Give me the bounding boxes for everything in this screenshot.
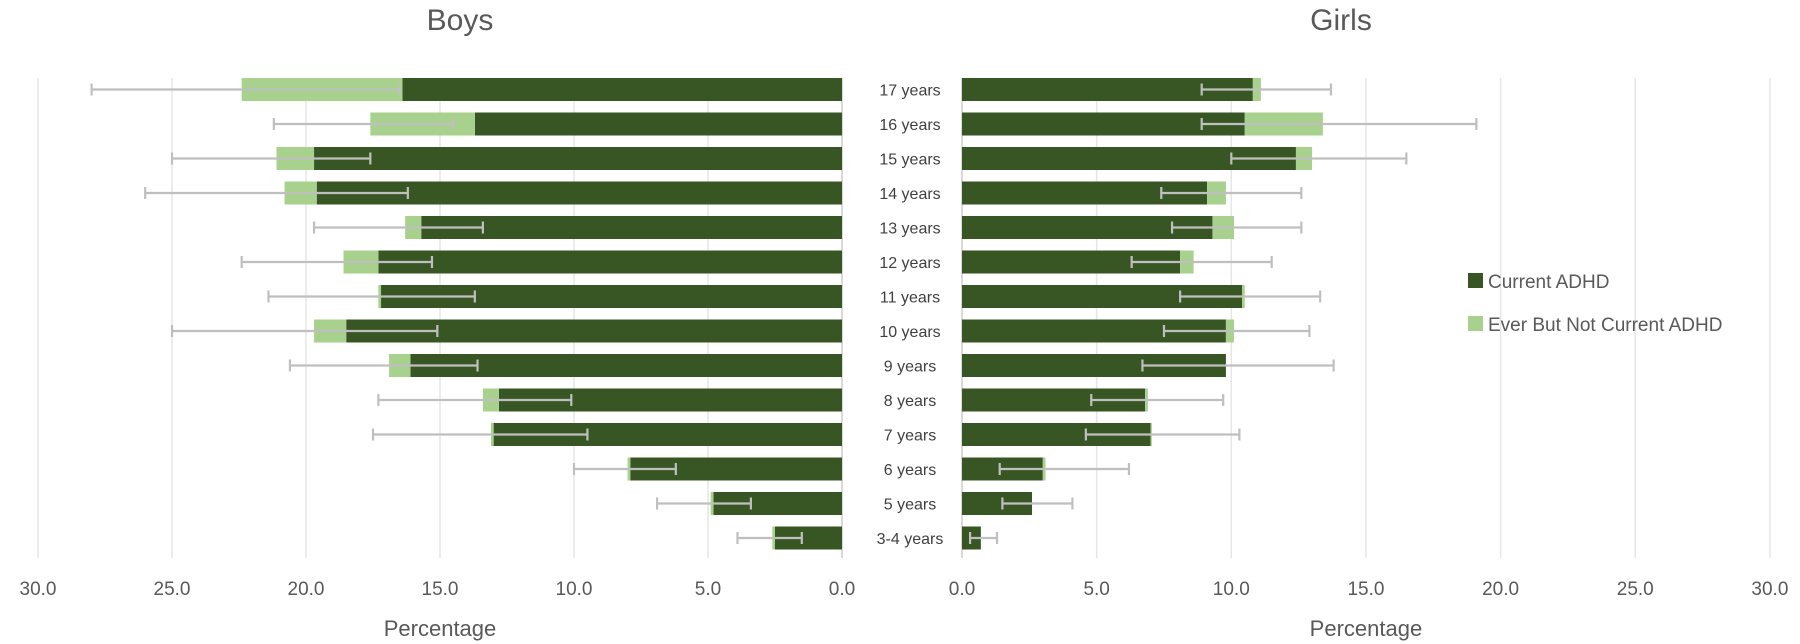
bar-current-adhd (713, 492, 842, 515)
error-bar (1170, 221, 1303, 234)
error-bar (240, 256, 434, 268)
bar-current-adhd (962, 319, 1226, 343)
x-tick-label: 10.0 (1213, 579, 1250, 600)
category-label: 9 years (884, 359, 936, 376)
category-label: 15 years (879, 152, 940, 169)
x-tick-label: 15.0 (1347, 579, 1384, 600)
x-axis-title: Percentage (1310, 616, 1423, 641)
category-label: 17 years (879, 83, 940, 100)
bar-current-adhd (962, 147, 1296, 170)
error-bar (655, 497, 752, 510)
category-label: 3-4 years (877, 531, 944, 548)
bar-current-adhd (962, 423, 1151, 446)
x-tick-label: 25.0 (1617, 579, 1654, 600)
bar-current-adhd (962, 354, 1226, 377)
error-bar (377, 394, 573, 406)
category-labels: 17 years 16 years 15 years 14 years 13 years… (877, 83, 944, 549)
bar-current-adhd (421, 216, 842, 239)
bar-current-adhd (775, 526, 842, 550)
x-axis-title: Percentage (384, 616, 497, 641)
bar-current-adhd (962, 285, 1243, 308)
bar-current-adhd (962, 181, 1208, 205)
error-bar (170, 152, 372, 165)
category-label: 14 years (879, 186, 940, 203)
category-label: 7 years (884, 428, 936, 445)
panel-boys: 0.0 5.0 10.0 15.0 20.0 25.0 30.0 Boys Percentage (20, 4, 856, 641)
bar-current-adhd (402, 78, 842, 101)
legend-swatch (1468, 316, 1483, 331)
bar-current-adhd (962, 250, 1181, 274)
bar-current-adhd (474, 112, 842, 136)
error-bar (312, 221, 484, 234)
error-bar (90, 83, 401, 96)
x-tick-label: 30.0 (20, 579, 57, 600)
bar-current-adhd (630, 457, 842, 481)
bar-current-adhd (346, 319, 842, 343)
panel-girls: 0.0 5.0 10.0 15.0 20.0 25.0 30.0 Girls Percentag… (949, 4, 1789, 641)
error-bar (1090, 394, 1225, 406)
panel-title: Girls (1310, 4, 1372, 37)
error-bar (371, 428, 589, 441)
error-bar (144, 187, 409, 199)
bar-current-adhd (410, 354, 842, 377)
panel-title: Boys (427, 4, 494, 37)
x-tick-label: 0.0 (829, 579, 855, 600)
error-bar (272, 118, 455, 130)
error-bar (1230, 152, 1408, 165)
category-label: 5 years (884, 497, 936, 514)
category-label: 13 years (879, 221, 940, 238)
error-bar (1160, 187, 1303, 199)
bar-current-adhd (962, 492, 1033, 515)
error-bar (1084, 428, 1241, 441)
error-bar (1179, 290, 1322, 303)
error-bar (1001, 497, 1074, 510)
x-tick-label: 25.0 (154, 579, 191, 600)
legend-swatch (1468, 273, 1483, 288)
x-tick-label: 20.0 (288, 579, 325, 600)
error-bar (1141, 359, 1335, 372)
error-bar (1162, 325, 1311, 337)
bar-current-adhd (381, 285, 842, 308)
bar-current-adhd (316, 181, 843, 205)
legend-label: Ever But Not Current ADHD (1488, 315, 1722, 336)
legend: Current ADHD Ever But Not Current ADHD (1468, 272, 1722, 336)
bar-current-adhd (498, 388, 842, 412)
category-label: 16 years (879, 117, 940, 134)
bar-current-adhd (962, 388, 1146, 412)
bar-current-adhd (962, 78, 1253, 101)
bar-current-adhd (378, 250, 842, 274)
x-tick-label: 30.0 (1751, 579, 1788, 600)
error-bar (267, 290, 476, 303)
x-tick-label: 20.0 (1482, 579, 1519, 600)
bar-current-adhd (962, 216, 1213, 239)
category-label: 12 years (879, 255, 940, 272)
error-bar (998, 463, 1131, 475)
category-label: 11 years (880, 290, 940, 307)
bar-current-adhd (314, 147, 842, 170)
error-bar (968, 532, 999, 544)
x-tick-label: 10.0 (556, 579, 593, 600)
error-bar (572, 463, 677, 475)
x-tick-label: 15.0 (422, 579, 459, 600)
x-tick-label: 5.0 (695, 579, 721, 600)
legend-label: Current ADHD (1488, 272, 1609, 293)
error-bar (1130, 256, 1273, 268)
error-bar (170, 325, 439, 337)
category-label: 6 years (884, 462, 936, 479)
bar-current-adhd (962, 112, 1245, 136)
x-tick-label: 0.0 (949, 579, 975, 600)
error-bar (1200, 83, 1333, 96)
x-tick-label: 5.0 (1083, 579, 1109, 600)
error-bar (736, 532, 803, 544)
error-bar (1200, 118, 1478, 130)
category-label: 8 years (884, 393, 936, 410)
bar-current-adhd (493, 423, 842, 446)
error-bar (288, 359, 479, 372)
category-label: 10 years (879, 324, 940, 341)
